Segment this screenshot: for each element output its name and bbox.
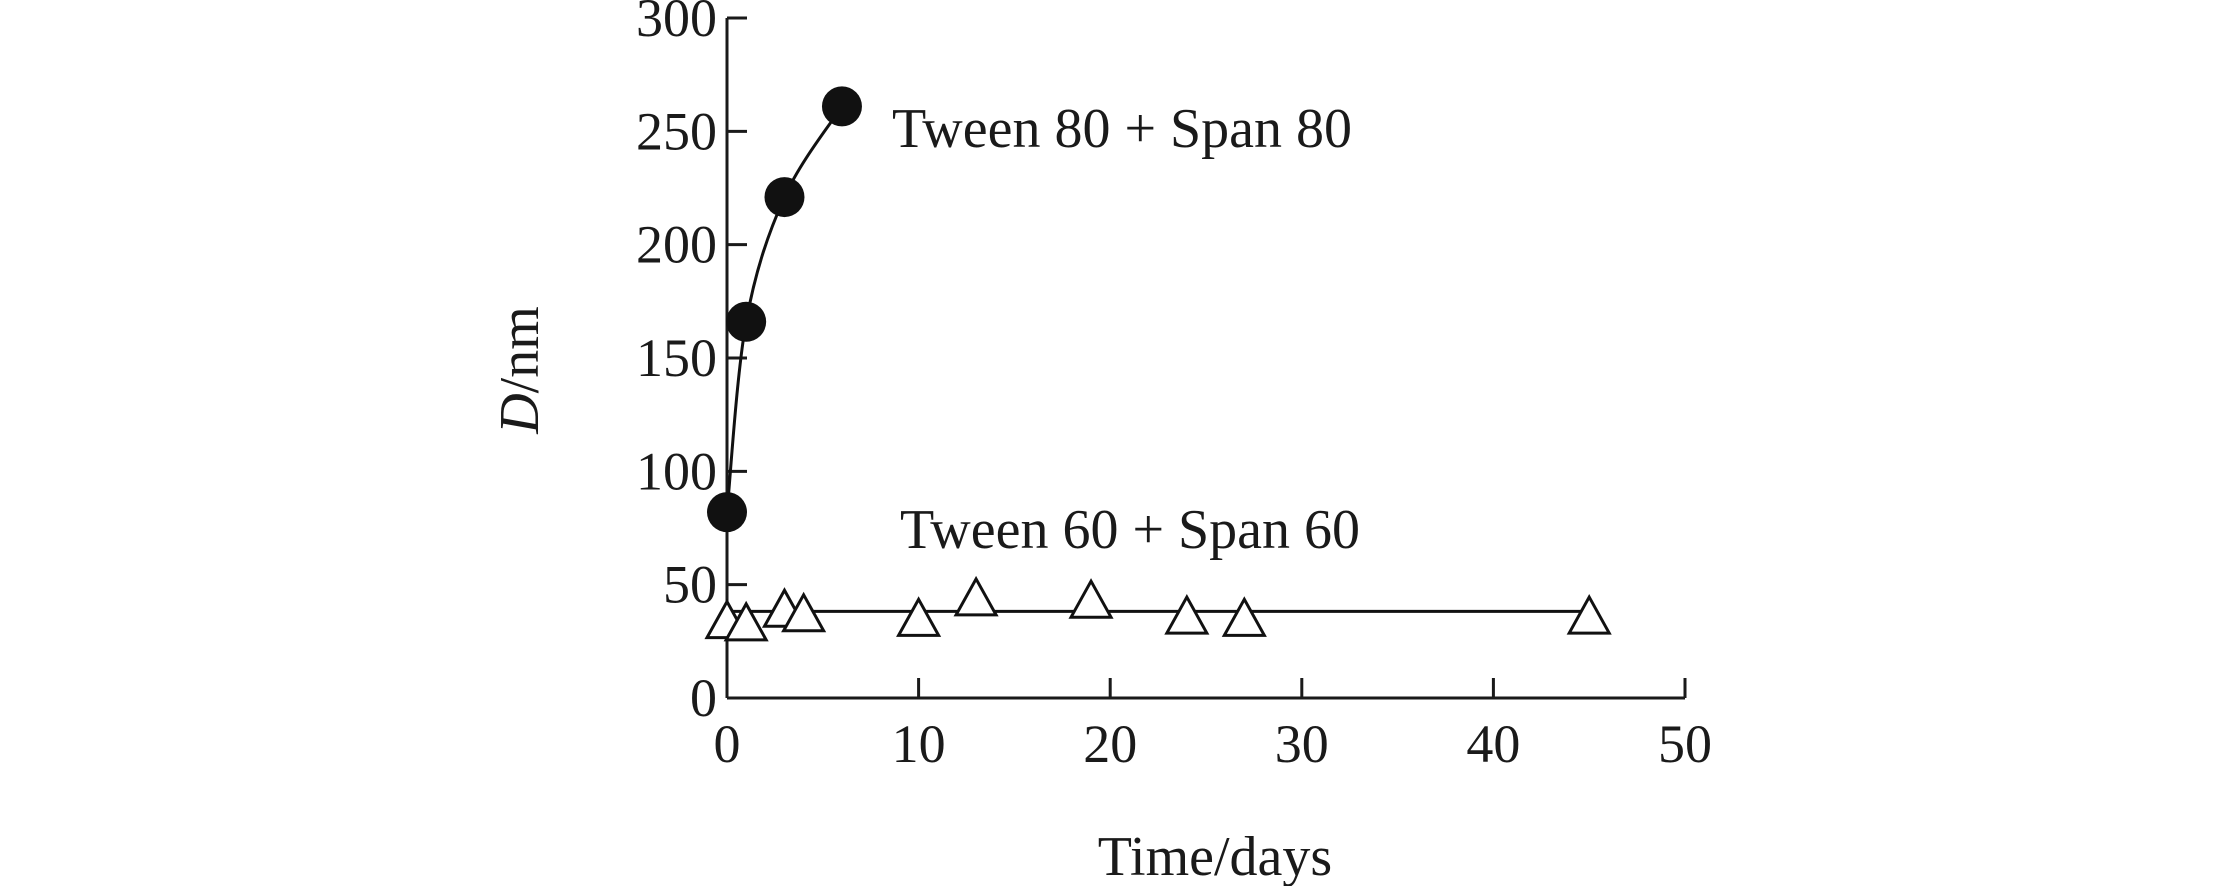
- data-point-tween60-span60: [953, 575, 999, 617]
- data-point-tween80-span80: [821, 86, 862, 127]
- y-tick-label: 0: [690, 668, 717, 728]
- x-axis-title: Time/days: [1098, 826, 1332, 886]
- x-tick-label: 30: [1275, 714, 1329, 774]
- x-ticks: 0 10 20 30 40 50: [714, 678, 1712, 774]
- data-point-tween60-span60: [1068, 578, 1114, 619]
- data-point-tween80-span80: [764, 177, 805, 218]
- y-tick-label: 100: [636, 441, 717, 501]
- y-tick-label: 50: [663, 555, 717, 615]
- data-point-tween60-span60: [781, 591, 827, 633]
- y-tick-label: 300: [636, 0, 717, 48]
- data-point-tween60-span60: [723, 600, 769, 642]
- data-point-tween60-span60: [1164, 593, 1210, 635]
- y-ticks: 0 50 100 150 200 250 300: [636, 0, 747, 728]
- y-axis-title-unit: /nm: [489, 306, 551, 393]
- series-label-tween80-span80: Tween 80 + Span 80: [892, 98, 1352, 160]
- y-tick-label: 150: [636, 328, 717, 388]
- data-point-tween60-span60: [1221, 596, 1267, 637]
- x-tick-label: 10: [892, 714, 946, 774]
- y-tick-label: 200: [636, 215, 717, 275]
- data-point-tween80-span80: [707, 492, 747, 533]
- x-tick-label: 0: [714, 714, 741, 774]
- data-point-tween80-span80: [726, 301, 767, 342]
- data-point-tween60-span60: [1566, 593, 1612, 635]
- series-label-tween60-span60: Tween 60 + Span 60: [900, 499, 1360, 561]
- axes: 0 10 20 30 40 50 0 50 100 150 200 250 300: [636, 0, 1712, 774]
- y-axis-title-var: D: [489, 393, 551, 434]
- y-tick-label: 250: [636, 101, 717, 161]
- data-point-tween60-span60: [896, 596, 942, 637]
- y-axis-title: D/nm: [489, 306, 551, 435]
- x-tick-label: 50: [1658, 714, 1712, 774]
- x-tick-label: 40: [1466, 714, 1520, 774]
- series-line-tween80-span80: [725, 105, 844, 513]
- series-layer: [704, 86, 1612, 642]
- x-tick-label: 20: [1083, 714, 1137, 774]
